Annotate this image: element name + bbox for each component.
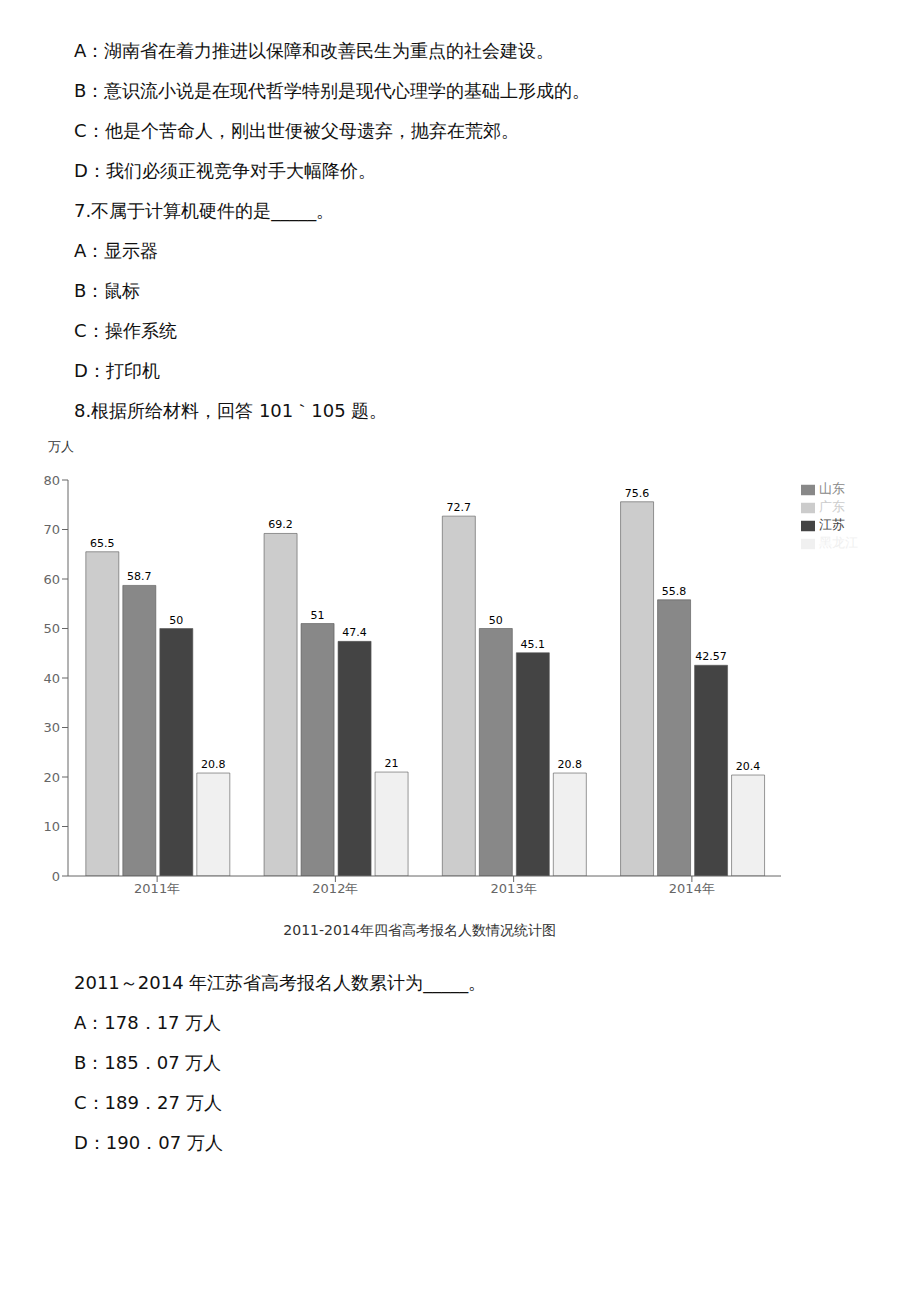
html-text:B：鼠标: B：鼠标 [74, 280, 141, 301]
svg-text:10: 10 [43, 819, 60, 834]
svg-text:2012年: 2012年 [312, 881, 358, 896]
html-text:7.不属于计算机硬件的是_____。: 7.不属于计算机硬件的是_____。 [74, 200, 335, 221]
svg-text:0: 0 [52, 869, 60, 884]
html-text:C：他是个苦命人，刚出世便被父母遗弃，抛弃在荒郊。: C：他是个苦命人，刚出世便被父母遗弃，抛弃在荒郊。 [74, 120, 519, 141]
html-text:2011～2014 年江苏省高考报名人数累计为_____。: 2011～2014 年江苏省高考报名人数累计为_____。 [74, 972, 487, 993]
svg-text:45.1: 45.1 [521, 638, 546, 651]
svg-text:30: 30 [43, 720, 60, 735]
html-text:万人: 万人 [48, 439, 74, 454]
svg-text:50: 50 [169, 614, 183, 627]
svg-text:2014年: 2014年 [669, 881, 715, 896]
html-text:江苏: 江苏 [819, 517, 845, 532]
html-text:A：178．17 万人: A：178．17 万人 [74, 1012, 222, 1033]
svg-text:21: 21 [385, 757, 399, 770]
svg-text:20.8: 20.8 [558, 758, 583, 771]
html-text:广东: 广东 [819, 499, 845, 514]
html-text:D：我们必须正视竞争对手大幅降价。: D：我们必须正视竞争对手大幅降价。 [74, 160, 376, 181]
html-text:2011-2014年四省高考报名人数情况统计图: 2011-2014年四省高考报名人数情况统计图 [283, 922, 556, 938]
svg-text:80: 80 [43, 473, 60, 488]
svg-text:20: 20 [43, 770, 60, 785]
html-text:D：190．07 万人: D：190．07 万人 [74, 1132, 223, 1153]
svg-text:60: 60 [43, 572, 60, 587]
svg-text:70: 70 [43, 522, 60, 537]
html-text:B：185．07 万人: B：185．07 万人 [74, 1052, 222, 1073]
html-text:B：意识流小说是在现代哲学特别是现代心理学的基础上形成的。: B：意识流小说是在现代哲学特别是现代心理学的基础上形成的。 [74, 80, 591, 101]
html-text:A：湖南省在着力推进以保障和改善民生为重点的社会建设。: A：湖南省在着力推进以保障和改善民生为重点的社会建设。 [74, 40, 555, 61]
svg-text:72.7: 72.7 [447, 501, 472, 514]
svg-text:55.8: 55.8 [662, 585, 687, 598]
svg-text:75.6: 75.6 [625, 487, 650, 500]
svg-text:20.4: 20.4 [736, 760, 761, 773]
html-text:8.根据所给材料，回答 101｀105 题。: 8.根据所给材料，回答 101｀105 题。 [74, 400, 388, 421]
svg-text:20.8: 20.8 [201, 758, 226, 771]
svg-text:65.5: 65.5 [90, 537, 115, 550]
html-text:C：操作系统: C：操作系统 [74, 320, 177, 341]
svg-text:40: 40 [43, 671, 60, 686]
html-text:D：打印机: D：打印机 [74, 360, 160, 381]
svg-text:58.7: 58.7 [127, 570, 152, 583]
svg-text:50: 50 [43, 621, 60, 636]
svg-text:69.2: 69.2 [268, 518, 293, 531]
svg-text:50: 50 [489, 614, 503, 627]
html-text:A：显示器: A：显示器 [74, 240, 159, 261]
html-text:黑龙江: 黑龙江 [819, 535, 858, 550]
svg-text:2013年: 2013年 [491, 881, 537, 896]
html-text:C：189．27 万人: C：189．27 万人 [74, 1092, 222, 1113]
svg-text:47.4: 47.4 [342, 626, 367, 639]
svg-text:42.57: 42.57 [695, 650, 727, 663]
svg-text:51: 51 [311, 609, 325, 622]
svg-text:2011年: 2011年 [134, 881, 180, 896]
html-text:山东: 山东 [819, 481, 845, 496]
